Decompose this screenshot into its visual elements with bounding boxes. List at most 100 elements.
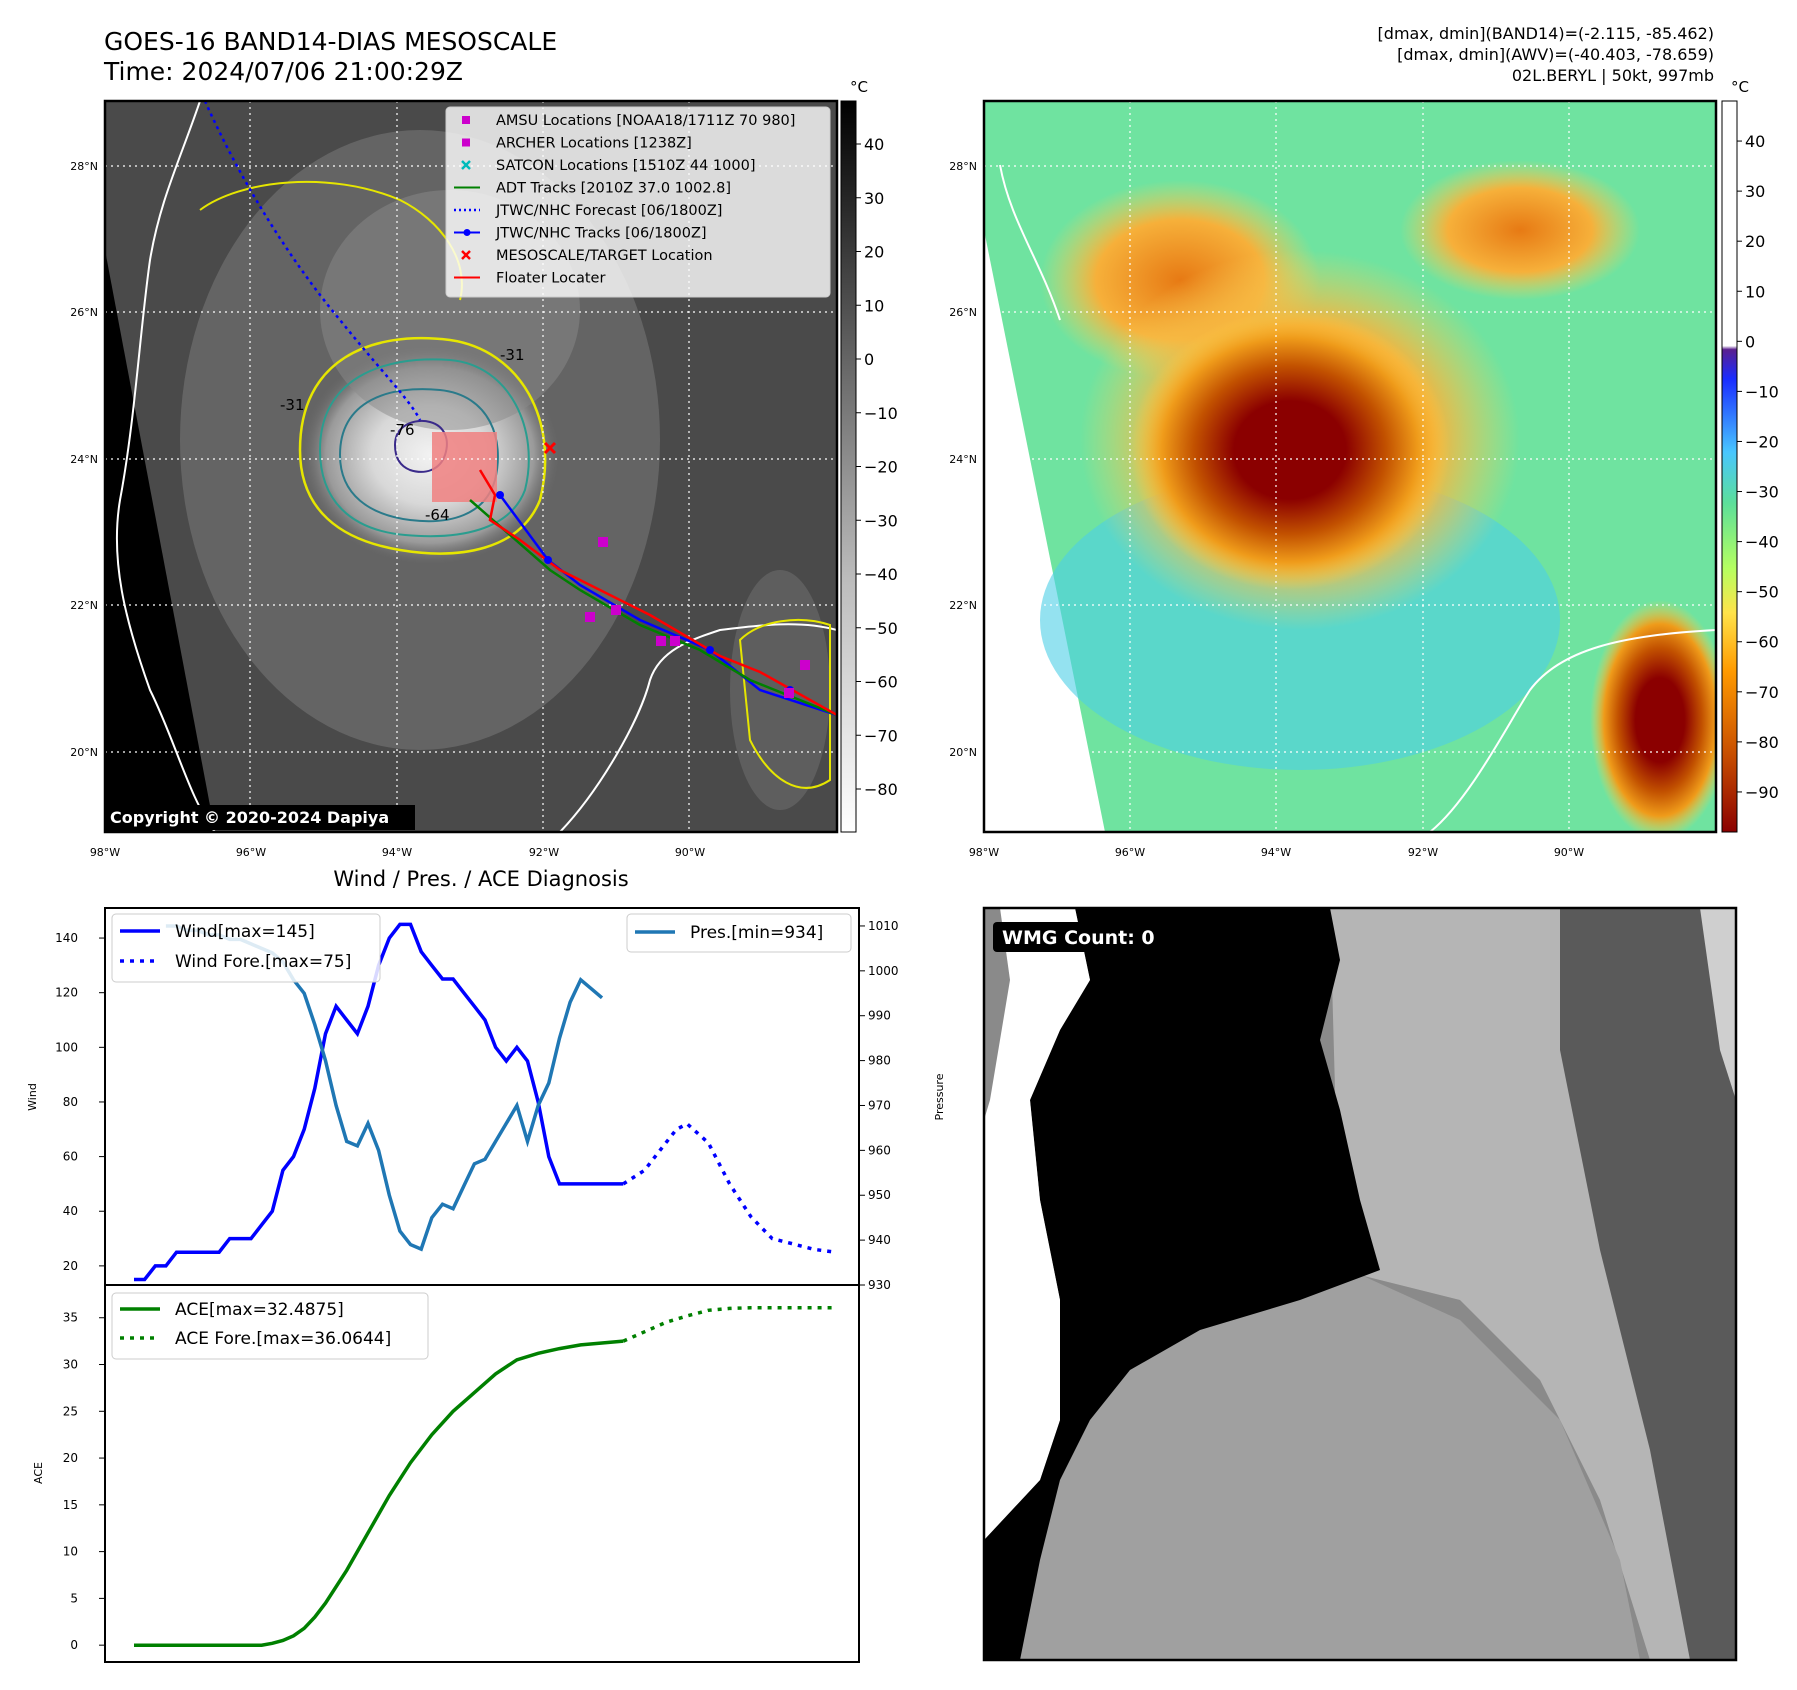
awv-coastline-west xyxy=(999,164,1061,321)
lon-label: 92°W xyxy=(529,846,559,859)
wmg-edge-band xyxy=(1700,908,1736,1100)
lat-label: 26°N xyxy=(70,306,98,319)
ace-axis-label: ACE xyxy=(32,1462,45,1484)
ace-series-line-1 xyxy=(622,1306,836,1343)
pressure-ytick-label: 970 xyxy=(868,1098,891,1112)
lon-label: 90°W xyxy=(675,846,705,859)
lat-label: 24°N xyxy=(70,453,98,466)
ir-cbar-tick-label: 30 xyxy=(864,189,884,208)
awv-cbar-tick-label: 10 xyxy=(1745,282,1765,301)
wind-ytick-label: 40 xyxy=(63,1204,78,1218)
legend-marker xyxy=(462,138,470,147)
lat-label: 26°N xyxy=(949,306,977,319)
diagnosis-title: Wind / Pres. / ACE Diagnosis xyxy=(333,867,628,891)
ir-map-imagery: -76 -64 -31 -31 xyxy=(105,101,837,832)
ir-lat-labels: 28°N 26°N 24°N 22°N 20°N xyxy=(70,160,98,759)
awv-cbar-tick-label: 20 xyxy=(1745,232,1765,251)
ir-map-frame xyxy=(103,99,839,834)
copyright-text: Copyright © 2020-2024 Dapiya xyxy=(110,808,389,827)
ir-cbar-tick-label: −70 xyxy=(864,726,898,745)
dmax-band14-text: [dmax, dmin](BAND14)=(-2.115, -85.462) xyxy=(1378,24,1714,43)
awv-colorbar xyxy=(1721,100,1738,833)
awv-colorbar-ticks: 40 30 20 10 0 −10 −20 −30 −40 −50 −60 −70 −80 −90 xyxy=(1737,132,1779,802)
ir-contour-label: -31 xyxy=(500,346,525,364)
ir-coastline-yucatan xyxy=(559,623,837,832)
ace-ytick-label: 20 xyxy=(63,1451,78,1465)
ace-ytick-label: 30 xyxy=(63,1358,78,1372)
awv-cbar-tick-label: −90 xyxy=(1745,783,1779,802)
ir-colorbar xyxy=(840,100,857,833)
ir-cbar-tick-label: −60 xyxy=(864,673,898,692)
wmg-black-region xyxy=(984,908,1380,1660)
wind-ytick-label: 120 xyxy=(55,986,78,1000)
ace-fore-legend-label: ACE Fore.[max=36.0644] xyxy=(175,1329,391,1349)
pressure-axis-label: Pressure xyxy=(933,1073,946,1120)
wmg-light-band xyxy=(1330,908,1736,1660)
dmax-awv-text: [dmax, dmin](AWV)=(-40.403, -78.659) xyxy=(1397,45,1714,64)
ir-cbar-tick-label: −50 xyxy=(864,619,898,638)
wind-ytick-label: 60 xyxy=(63,1150,78,1164)
ir-colorbar-ticks: 40 30 20 10 0 −10 −20 −30 −40 −50 −60 −70 −80 xyxy=(856,135,898,799)
wmg-grey-left xyxy=(984,908,1010,1120)
lat-label: 28°N xyxy=(70,160,98,173)
legend-entry-label: MESOSCALE/TARGET Location xyxy=(496,248,713,264)
wind-ytick-label: 140 xyxy=(55,931,78,945)
wind-ytick-label: 80 xyxy=(63,1095,78,1109)
awv-cbar-tick-label: −50 xyxy=(1745,583,1779,602)
ir-contour-yucatan xyxy=(738,619,831,789)
wmg-imagery xyxy=(984,908,1736,1660)
awv-core xyxy=(1130,310,1450,590)
ir-cbar-tick-label: −30 xyxy=(864,511,898,530)
wind-pressure-chart: 20 40 60 80 100 120 140 930 940 950 960 970 980 990 10… xyxy=(26,907,946,1292)
awv-cbar-tick-label: −70 xyxy=(1745,683,1779,702)
awv-cbar-tick-label: −60 xyxy=(1745,633,1779,652)
ir-cbar-tick-label: −80 xyxy=(864,780,898,799)
awv-cbar-tick-label: 40 xyxy=(1745,132,1765,151)
wind-legend-box xyxy=(111,913,381,983)
ir-contour-label: -64 xyxy=(425,506,450,524)
wind-ytick-label: 100 xyxy=(55,1040,78,1054)
wmg-white-region-lower xyxy=(984,1200,1060,1540)
lon-label: 90°W xyxy=(1554,846,1584,859)
ir-contour-teal xyxy=(318,358,530,538)
ace-ytick-label: 35 xyxy=(63,1311,78,1325)
ir-cbar-tick-label: −20 xyxy=(864,458,898,477)
ace-ytick-label: 25 xyxy=(63,1404,78,1418)
ir-map-panel: -76 -64 -31 -31 xyxy=(70,78,898,859)
pressure-ytick-label: 930 xyxy=(868,1278,891,1292)
awv-colorbar-unit: °C xyxy=(1731,78,1749,96)
amsu-archer-points xyxy=(585,537,810,698)
lat-label: 20°N xyxy=(949,746,977,759)
figure-time: Time: 2024/07/06 21:00:29Z xyxy=(103,57,463,86)
wind-axis-label: Wind xyxy=(26,1083,39,1111)
copyright-box xyxy=(105,805,415,830)
ir-legend-box xyxy=(445,106,831,298)
pressure-ytick-label: 990 xyxy=(868,1009,891,1023)
awv-cbar-tick-label: −40 xyxy=(1745,533,1779,552)
wind-series-line-1 xyxy=(622,1121,837,1254)
ir-cbar-tick-label: −40 xyxy=(864,565,898,584)
pressure-legend-label: Pres.[min=934] xyxy=(690,923,823,943)
wmg-count-text: WMG Count: 0 xyxy=(1002,927,1155,949)
legend-entry-label: AMSU Locations [NOAA18/1711Z 70 980] xyxy=(496,113,795,129)
ir-colorbar-unit: °C xyxy=(850,78,868,96)
pressure-ytick-label: 1000 xyxy=(868,964,899,978)
awv-map-imagery xyxy=(984,101,1716,832)
ace-chart: 0 5 10 15 20 25 30 35 ACE[max=32.4875] ACE Fore.[… xyxy=(32,1284,860,1663)
adt-track xyxy=(469,499,837,717)
ir-no-data-wedge xyxy=(105,250,215,832)
ir-contour-label: -31 xyxy=(280,396,305,414)
ir-contour-label: -76 xyxy=(390,421,415,439)
target-location-marker xyxy=(543,441,557,455)
pressure-ytick-label: 950 xyxy=(868,1188,891,1202)
pressure-ytick-label: 940 xyxy=(868,1233,891,1247)
ir-cbar-tick-label: −10 xyxy=(864,404,898,423)
storm-info-text: 02L.BERYL | 50kt, 997mb xyxy=(1512,66,1714,85)
ir-cbar-tick-label: 40 xyxy=(864,135,884,154)
wmg-white-region-upper xyxy=(984,908,1090,1200)
ir-lon-labels: 98°W 96°W 94°W 92°W 90°W xyxy=(90,846,705,859)
lon-label: 98°W xyxy=(969,846,999,859)
legend-entry-label: Floater Locater xyxy=(496,271,605,287)
awv-gridlines xyxy=(984,101,1716,832)
